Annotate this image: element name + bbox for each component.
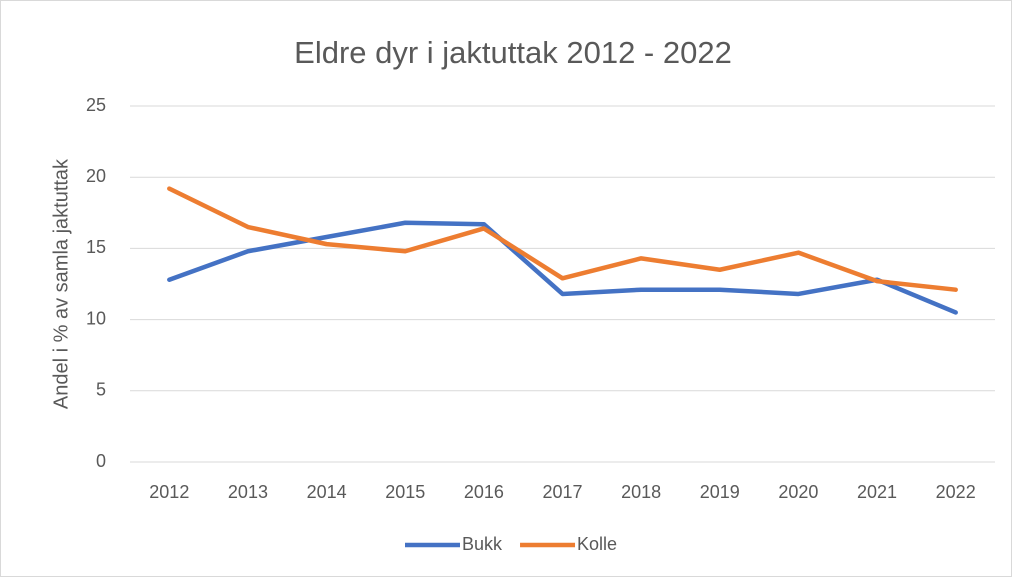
x-tick-label: 2017: [542, 482, 582, 502]
legend-label: Kolle: [577, 534, 617, 554]
legend-label: Bukk: [462, 534, 503, 554]
x-tick-label: 2022: [936, 482, 976, 502]
x-tick-label: 2021: [857, 482, 897, 502]
chart-title: Eldre dyr i jaktuttak 2012 - 2022: [294, 35, 732, 70]
x-tick-label: 2012: [149, 482, 189, 502]
x-tick-label: 2013: [228, 482, 268, 502]
y-tick-label: 0: [96, 451, 106, 471]
x-tick-label: 2015: [385, 482, 425, 502]
x-tick-label: 2014: [307, 482, 347, 502]
line-series: [167, 220, 958, 315]
y-tick-label: 20: [86, 166, 106, 186]
x-tick-label: 2018: [621, 482, 661, 502]
x-tick-label: 2019: [700, 482, 740, 502]
line-series: [167, 186, 958, 292]
y-tick-label: 5: [96, 380, 106, 400]
x-tick-label: 2016: [464, 482, 504, 502]
x-tick-label: 2020: [778, 482, 818, 502]
y-tick-label: 25: [86, 95, 106, 115]
y-axis-label: Andel i % av samla jaktuttak: [50, 158, 72, 409]
y-tick-label: 10: [86, 308, 106, 328]
y-tick-label: 15: [86, 237, 106, 257]
